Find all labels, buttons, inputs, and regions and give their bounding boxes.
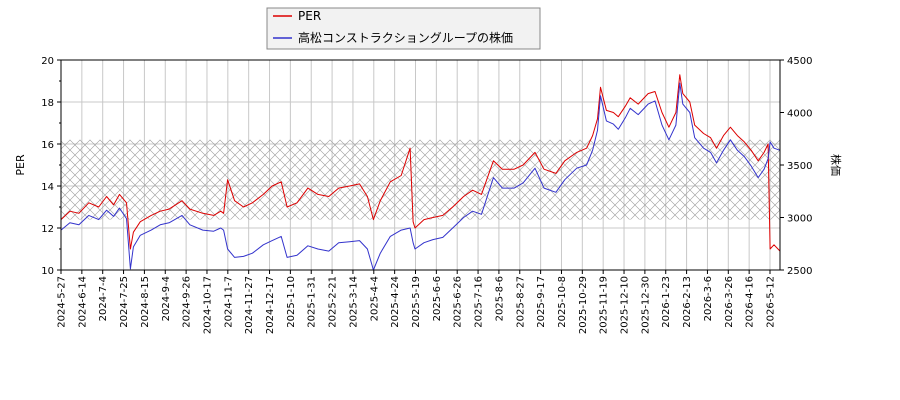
left-axis-label: PER: [14, 154, 27, 176]
x-tick-label: 2024-8-15: [140, 276, 151, 328]
x-tick-label: 2025-12-10: [620, 276, 631, 334]
x-tick-label: 2025-10-8: [557, 276, 568, 328]
right-tick-label: 2500: [787, 266, 812, 277]
right-tick-label: 4500: [787, 56, 812, 67]
x-tick-label: 2025-4-24: [390, 276, 401, 328]
x-tick-label: 2025-8-27: [515, 276, 526, 328]
left-y-axis: 10 12 14 16 18 20: [41, 56, 61, 277]
x-tick-label: 2024-9-26: [182, 276, 193, 328]
x-tick-label: 2026-2-13: [682, 276, 693, 328]
x-tick-label: 2024-9-4: [161, 276, 172, 321]
left-tick-label: 10: [41, 266, 54, 277]
left-tick-label: 20: [41, 56, 54, 67]
x-tick-label: 2026-5-12: [766, 276, 777, 328]
x-tick-label: 2026-4-16: [745, 276, 756, 328]
legend-label-stock-price: 高松コンストラクショングループの株価: [298, 30, 513, 45]
x-tick-label: 2024-7-25: [119, 276, 130, 328]
x-tick-label: 2025-8-6: [494, 276, 505, 321]
x-axis: 2024-5-27 2024-6-14 2024-7-4 2024-7-25 2024-…: [57, 270, 777, 334]
x-tick-label: 2024-7-4: [98, 276, 109, 321]
legend: PER 高松コンストラクショングループの株価: [266, 7, 541, 50]
series-lines: [60, 74, 781, 271]
x-tick-label: 2025-6-26: [453, 276, 464, 328]
legend-label-per: PER: [298, 9, 321, 23]
x-tick-label: 2025-3-14: [348, 276, 359, 328]
x-tick-label: 2025-7-16: [474, 276, 485, 328]
x-tick-label: 2026-3-26: [724, 276, 735, 328]
right-axis-label: 株価: [829, 154, 843, 176]
x-tick-label: 2026-1-23: [661, 276, 672, 328]
x-tick-label: 2025-1-10: [286, 276, 297, 328]
right-tick-label: 3500: [787, 161, 812, 172]
x-tick-label: 2025-11-19: [599, 276, 610, 334]
left-tick-label: 18: [41, 98, 54, 109]
x-tick-label: 2024-10-17: [202, 276, 213, 334]
x-tick-label: 2024-6-14: [77, 276, 88, 328]
stock-price-line: [60, 82, 781, 271]
x-tick-label: 2025-9-17: [536, 276, 547, 328]
right-tick-label: 3000: [787, 214, 812, 225]
per-line: [60, 74, 781, 252]
x-tick-label: 2024-11-7: [223, 276, 234, 328]
x-tick-label: 2025-12-30: [640, 276, 651, 334]
x-tick-label: 2025-6-6: [432, 276, 443, 321]
x-tick-label: 2026-3-6: [703, 276, 714, 321]
left-tick-label: 12: [41, 224, 54, 235]
x-tick-label: 2024-5-27: [57, 276, 68, 328]
x-tick-label: 2025-2-21: [328, 276, 339, 328]
x-tick-label: 2025-10-29: [578, 276, 589, 334]
x-tick-label: 2025-4-4: [369, 276, 380, 321]
right-tick-label: 4000: [787, 109, 812, 120]
left-tick-label: 14: [41, 182, 54, 193]
per-range-band: [61, 139, 780, 220]
x-tick-label: 2025-1-31: [307, 276, 318, 328]
right-y-axis: 2500 3000 3500 4000 4500: [780, 56, 812, 277]
left-tick-label: 16: [41, 140, 54, 151]
x-tick-label: 2024-11-27: [244, 276, 255, 334]
legend-box: [266, 7, 541, 50]
x-tick-label: 2024-12-17: [265, 276, 276, 334]
x-tick-label: 2025-5-19: [411, 276, 422, 328]
